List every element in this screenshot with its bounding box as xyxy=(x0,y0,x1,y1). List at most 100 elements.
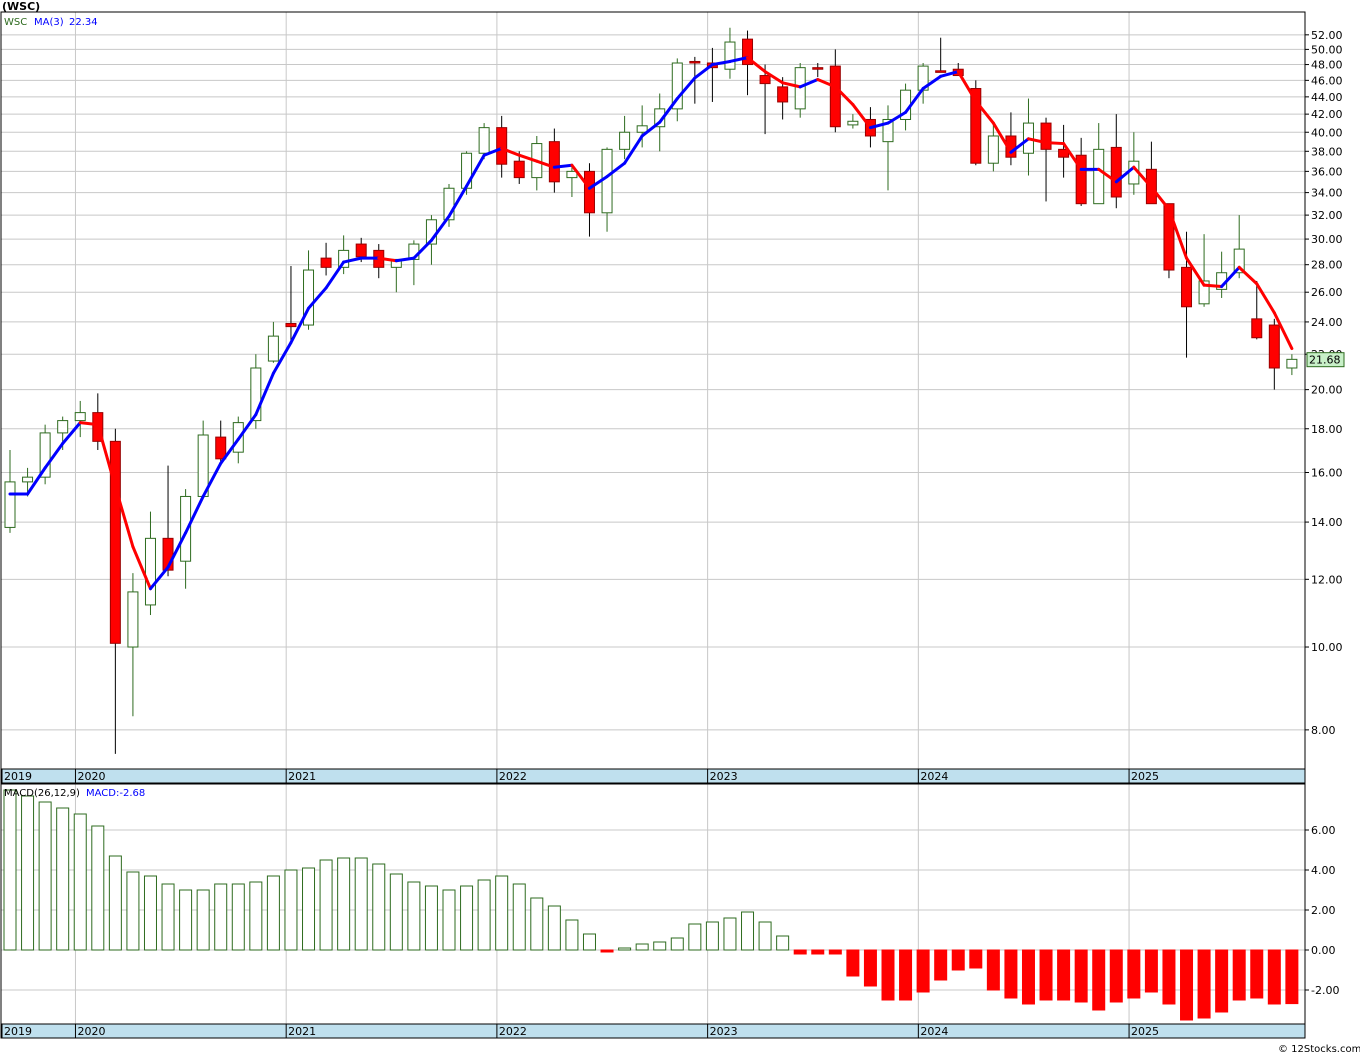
ma-segment xyxy=(587,175,609,190)
ma-segment xyxy=(939,70,960,78)
macd-tick-label: -2.00 xyxy=(1311,984,1339,997)
candle-body xyxy=(987,135,999,164)
macd-tick-label: 6.00 xyxy=(1311,824,1336,837)
candle-body xyxy=(829,65,841,128)
macd-bar xyxy=(1285,949,1299,1005)
candle-body xyxy=(759,75,771,85)
macd-bar xyxy=(811,949,825,955)
ma-segment xyxy=(1149,185,1171,211)
candle-body xyxy=(215,436,227,460)
candle-body xyxy=(548,141,560,183)
price-tick-label: 10.00 xyxy=(1311,641,1343,654)
candle-body xyxy=(1075,154,1087,205)
ma-segment xyxy=(974,99,995,125)
price-tick-label: 16.00 xyxy=(1311,466,1343,479)
ma-segment xyxy=(693,63,714,80)
ma-segment xyxy=(148,565,170,591)
candle-body xyxy=(636,125,648,133)
price-tick-label: 30.00 xyxy=(1311,233,1343,246)
ma-segment xyxy=(1009,137,1030,154)
ma-segment xyxy=(184,494,205,535)
macd-bar xyxy=(618,947,632,951)
price-candles xyxy=(4,27,1298,754)
macd-bar xyxy=(793,949,807,955)
macd-bar xyxy=(91,825,105,951)
ma-segment xyxy=(113,485,135,549)
macd-bar xyxy=(407,881,421,951)
candle-body xyxy=(57,420,69,434)
candle-body xyxy=(1163,203,1175,271)
ma-segment xyxy=(710,59,732,67)
ma-segment xyxy=(166,531,188,569)
macd-bar xyxy=(916,949,930,993)
ma-segment xyxy=(956,70,978,103)
year-label: 2019 xyxy=(4,770,32,783)
macd-panel-border xyxy=(0,783,1306,1039)
macd-bar xyxy=(495,875,509,951)
candle-body xyxy=(267,335,279,362)
ma-segment xyxy=(500,146,521,157)
candle-body xyxy=(619,131,631,150)
year-label: 2024 xyxy=(920,1025,948,1038)
candle-body xyxy=(109,440,121,644)
ma-segment xyxy=(1044,141,1066,146)
year-label: 2020 xyxy=(77,1025,105,1038)
candle-body xyxy=(1181,266,1193,308)
macd-bar xyxy=(424,885,438,951)
macd-bars xyxy=(3,789,1299,1021)
price-tick-label: 36.00 xyxy=(1311,165,1343,178)
macd-bar xyxy=(73,813,87,951)
macd-bar xyxy=(56,807,70,951)
macd-bar xyxy=(670,937,684,951)
macd-bar xyxy=(1074,949,1088,1003)
macd-bar xyxy=(881,949,895,1001)
ma-segment xyxy=(1062,142,1083,171)
candle-body xyxy=(724,41,736,70)
macd-bar xyxy=(249,881,263,951)
macd-bar xyxy=(1215,949,1229,1013)
macd-bar xyxy=(302,867,316,951)
price-legend-ma-value: 22.34 xyxy=(69,17,98,28)
ma-segment xyxy=(675,76,697,101)
macd-bar xyxy=(828,949,842,955)
year-label: 2019 xyxy=(4,1025,32,1038)
macd-bar xyxy=(776,935,790,951)
macd-bar xyxy=(108,855,122,951)
year-label: 2024 xyxy=(920,770,948,783)
macd-bar xyxy=(1180,949,1194,1021)
macd-bar xyxy=(1004,949,1018,999)
macd-bar xyxy=(565,919,579,951)
macd-bar xyxy=(389,873,403,951)
ma-segment xyxy=(1185,256,1206,287)
candle-body xyxy=(461,152,473,189)
year-label: 2023 xyxy=(710,770,738,783)
macd-bar xyxy=(1109,949,1123,1003)
candle-body xyxy=(882,118,894,143)
ma-segment xyxy=(271,341,293,375)
ma-segment xyxy=(1272,311,1294,351)
ma-segment xyxy=(61,421,82,445)
macd-bar xyxy=(196,889,210,951)
candle-body xyxy=(496,127,508,165)
macd-axis: -2.00 0.00 2.00 4.00 6.00 xyxy=(1305,824,1339,997)
macd-bar xyxy=(179,889,193,951)
ma-segment xyxy=(1114,165,1136,184)
candle-body xyxy=(970,88,982,164)
macd-bar xyxy=(653,941,667,951)
ma-segment xyxy=(254,371,275,417)
ma-segment xyxy=(517,153,539,163)
price-tick-label: 20.00 xyxy=(1311,384,1343,397)
price-tick-label: 26.00 xyxy=(1311,286,1343,299)
macd-bar xyxy=(986,949,1000,991)
macd-bar xyxy=(143,875,157,951)
ma-segment xyxy=(1167,207,1189,260)
ma-segment xyxy=(96,423,117,489)
year-label: 2020 xyxy=(77,770,105,783)
candle-body xyxy=(22,476,34,483)
macd-bar xyxy=(846,949,860,977)
ma-segment xyxy=(570,163,591,190)
ma-segment xyxy=(482,146,504,157)
year-label: 2025 xyxy=(1131,770,1159,783)
macd-bar xyxy=(705,921,719,951)
